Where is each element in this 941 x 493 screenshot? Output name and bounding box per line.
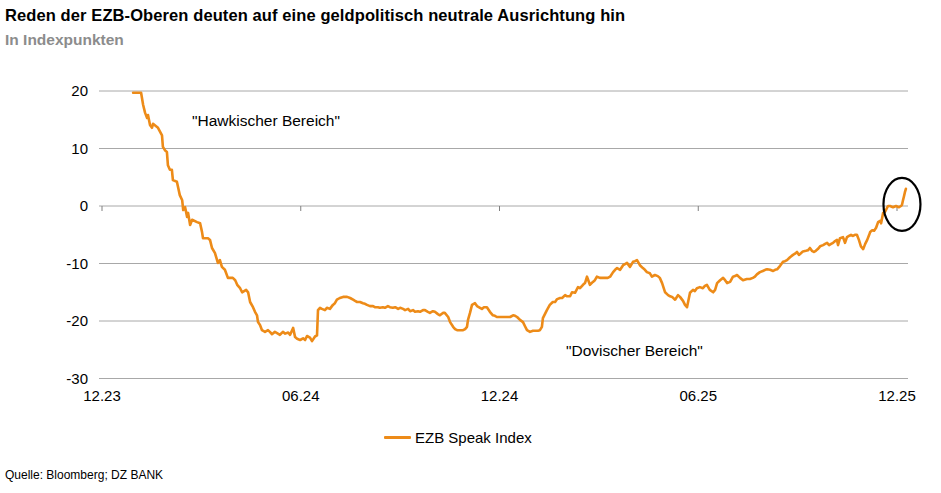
y-axis-label: 10 [28, 140, 88, 158]
legend: EZB Speak Index [384, 429, 532, 446]
annotation-hawkish: "Hawkischer Bereich" [192, 112, 340, 130]
chart-canvas [0, 0, 941, 493]
source-note: Quelle: Bloomberg; DZ BANK [5, 468, 163, 482]
legend-line-swatch [384, 436, 411, 439]
y-axis-label: -30 [28, 370, 88, 388]
y-axis-label: -10 [28, 255, 88, 273]
x-axis-label: 12.25 [862, 387, 932, 405]
x-axis-ticks [102, 206, 897, 211]
x-axis-label: 12.23 [67, 387, 137, 405]
chart-page: Reden der EZB-Oberen deuten auf eine gel… [0, 0, 941, 493]
x-axis-label: 06.24 [266, 387, 336, 405]
gridlines [99, 91, 908, 379]
y-axis-label: 20 [28, 82, 88, 100]
y-axis-label: 0 [28, 197, 88, 215]
legend-label: EZB Speak Index [415, 429, 532, 446]
annotation-dovish: "Dovischer Bereich" [566, 342, 703, 360]
x-axis-label: 12.24 [465, 387, 535, 405]
y-axis-label: -20 [28, 312, 88, 330]
x-axis-label: 06.25 [663, 387, 733, 405]
